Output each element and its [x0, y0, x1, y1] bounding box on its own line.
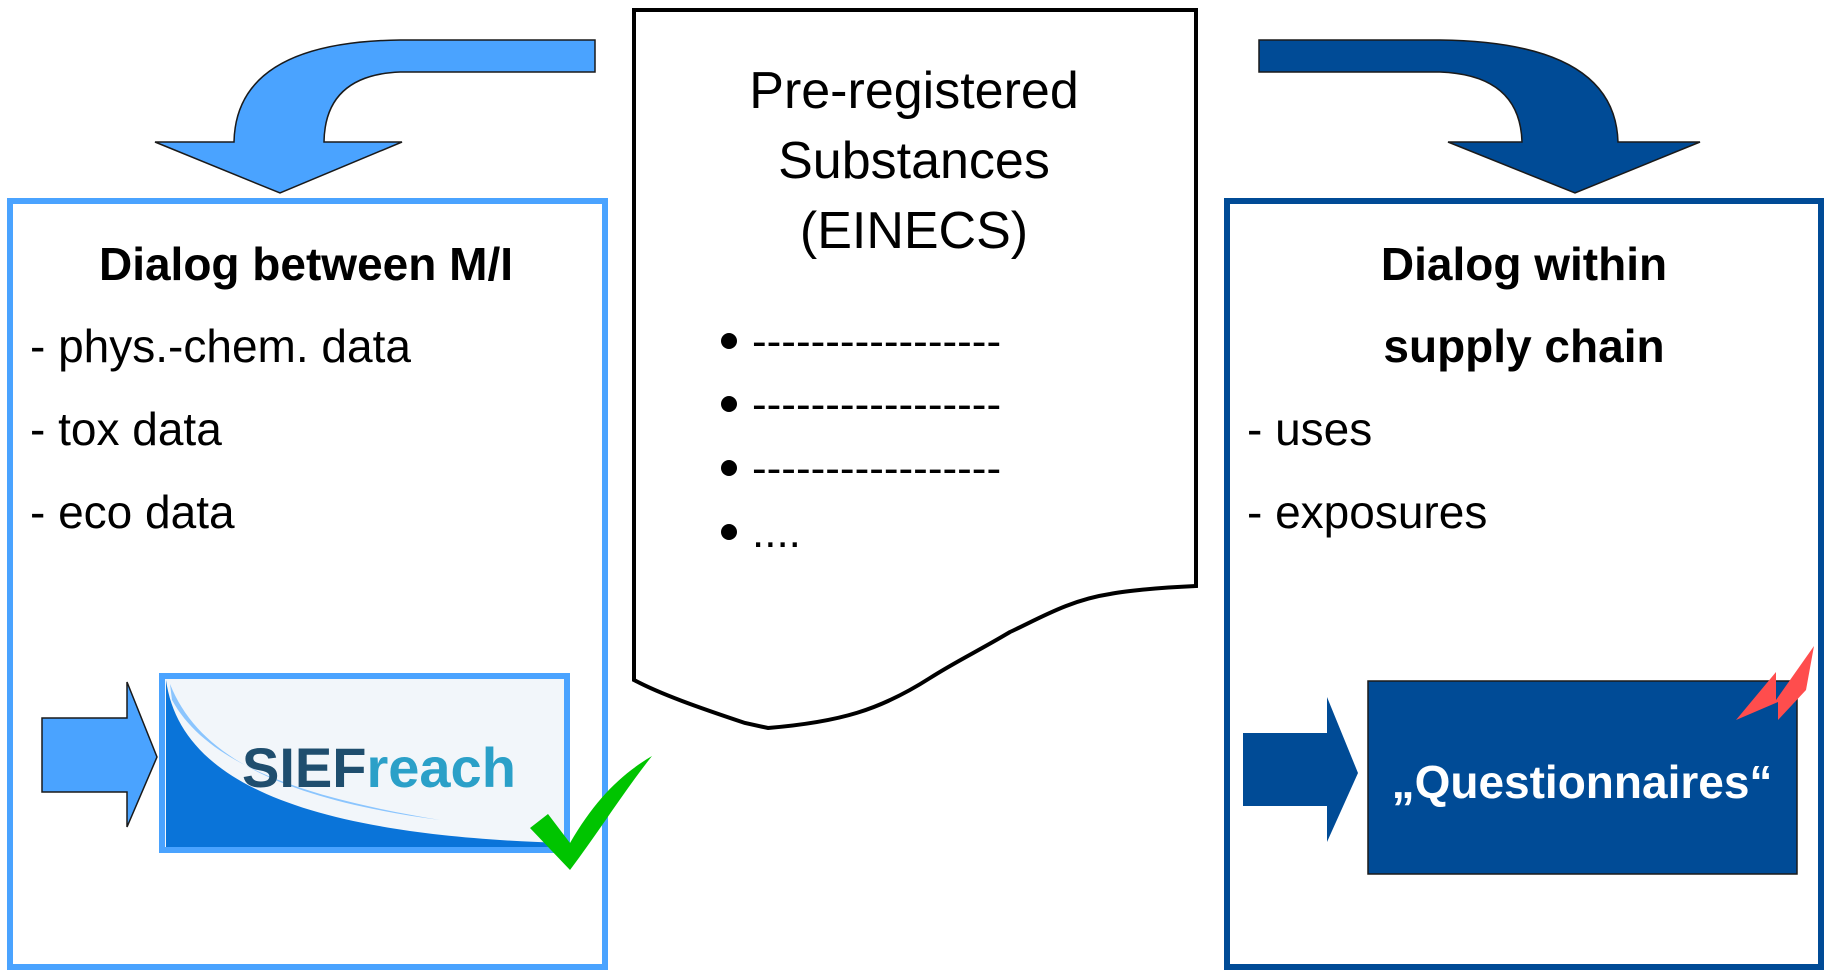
- doc-title-line-1: Pre-registered: [749, 62, 1078, 120]
- check-icon: [530, 756, 652, 870]
- right-item-2: - exposures: [1247, 486, 1487, 538]
- center-document-title: Pre-registered Substances (EINECS): [749, 62, 1078, 260]
- bullet-item-2: -----------------: [752, 380, 1001, 429]
- logo-text-sief: SIEF: [242, 736, 366, 799]
- center-document: [632, 8, 1198, 731]
- questionnaires-box: [1367, 680, 1798, 875]
- left-item-1: - phys.-chem. data: [30, 320, 411, 372]
- doc-bullet-list: ----------------- ----------------- ----…: [721, 317, 1001, 557]
- right-block-arrow: [1243, 697, 1358, 842]
- right-title-line-1: Dialog within: [1381, 238, 1667, 290]
- right-item-1: - uses: [1247, 403, 1372, 455]
- logo-text-reach: reach: [366, 736, 515, 799]
- left-item-2: - tox data: [30, 403, 222, 455]
- right-box-title: Dialog within supply chain: [1381, 238, 1667, 372]
- bullet-dot-1: [721, 333, 737, 349]
- left-item-3: - eco data: [30, 486, 235, 538]
- doc-title-line-3: (EINECS): [800, 202, 1028, 260]
- left-curved-arrow: [154, 39, 596, 194]
- bullet-item-1: -----------------: [752, 317, 1001, 366]
- right-title-line-2: supply chain: [1383, 320, 1664, 372]
- siefreach-logo: SIEFreach: [159, 673, 570, 853]
- left-box-items: - phys.-chem. data - tox data - eco data: [30, 320, 411, 538]
- bullet-item-4: ....: [752, 508, 801, 557]
- bullet-dot-2: [721, 396, 737, 412]
- left-block-arrow: [41, 681, 158, 828]
- left-box-title: Dialog between M/I: [99, 238, 513, 290]
- logo-swoosh: [166, 680, 563, 847]
- doc-title-line-2: Substances: [778, 132, 1050, 190]
- questionnaires-label: „Questionnaires“: [1392, 756, 1773, 808]
- logo-swoosh-highlight: [170, 684, 440, 820]
- lightning-icon: [1736, 646, 1814, 720]
- bullet-dot-3: [721, 460, 737, 476]
- bullet-dot-4: [721, 524, 737, 540]
- logo-text: SIEFreach: [242, 736, 516, 799]
- bullet-item-3: -----------------: [752, 444, 1001, 493]
- right-box-items: - uses - exposures: [1247, 403, 1487, 538]
- right-curved-arrow: [1258, 39, 1701, 194]
